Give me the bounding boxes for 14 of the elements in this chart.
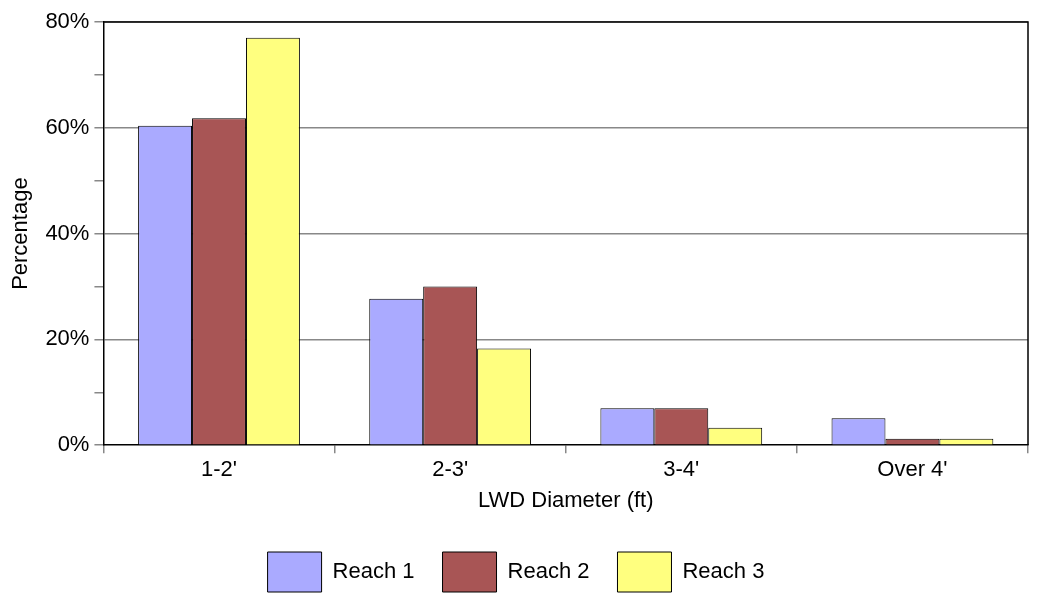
legend-label: Reach 3 (682, 558, 765, 584)
y-tick-label: 60% (45, 113, 90, 139)
x-tick-label: Over 4' (877, 456, 948, 482)
x-tick-label: 2-3' (432, 456, 469, 482)
legend-label: Reach 1 (332, 558, 415, 584)
y-axis-title: Percentage (7, 177, 33, 290)
y-tick-label: 20% (45, 325, 90, 351)
legend-label: Reach 2 (507, 558, 590, 584)
x-tick-label: 3-4' (663, 456, 700, 482)
y-tick-label: 40% (45, 219, 90, 245)
y-tick-label: 80% (45, 8, 90, 34)
x-tick-label: 1-2' (201, 456, 237, 482)
x-axis-title: LWD Diameter (ft) (477, 486, 654, 512)
y-tick-label: 0% (57, 431, 90, 457)
